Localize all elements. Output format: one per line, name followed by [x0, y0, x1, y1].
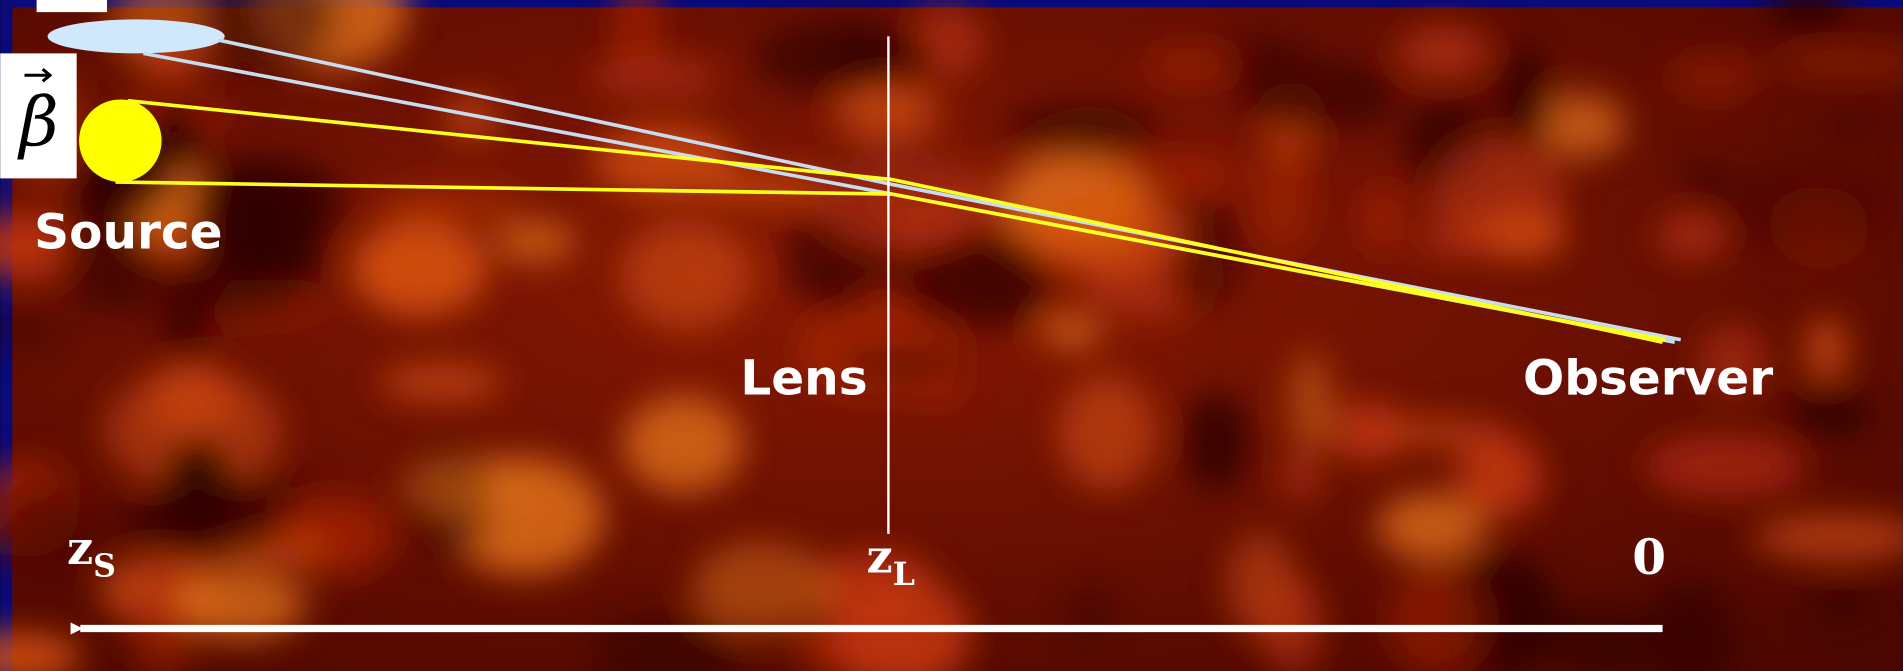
blob [1805, 318, 1847, 380]
blob [1828, 112, 1883, 138]
blob [1071, 587, 1110, 641]
blob [1396, 26, 1490, 78]
source [79, 99, 162, 182]
origin-label: 0 [1632, 529, 1666, 586]
observer-label: Observer [1523, 350, 1773, 406]
blob [1041, 316, 1103, 345]
blob [212, 158, 342, 251]
source-label: Source [34, 205, 222, 261]
blob [1138, 156, 1239, 197]
blob [1808, 580, 1878, 621]
blob [1058, 376, 1157, 490]
blob [834, 84, 941, 138]
blob [1539, 93, 1626, 158]
blob [691, 541, 833, 634]
blob [756, 18, 934, 96]
blob [372, 185, 524, 223]
blob [587, 56, 723, 97]
image-box [37, 0, 107, 12]
blob [1289, 352, 1332, 453]
page: {"labels": {"source": "Source", "lens": … [0, 0, 1903, 671]
blob [114, 493, 285, 556]
blob [1655, 212, 1728, 260]
blob [1004, 103, 1163, 156]
blob [493, 221, 576, 261]
blob [1644, 434, 1807, 498]
blob [1666, 54, 1761, 100]
blob [1028, 193, 1190, 273]
blob [1330, 402, 1405, 461]
blob [623, 395, 743, 492]
blob [1184, 392, 1249, 493]
blob [1144, 47, 1239, 82]
blob [1416, 222, 1495, 258]
image [48, 19, 225, 53]
blob [402, 455, 531, 518]
blob [1454, 420, 1520, 515]
blob [1260, 575, 1323, 671]
blob [1498, 43, 1552, 149]
lensing-diagram: β Source Lens Observer zS zL 0 [0, 0, 1903, 671]
blob [1239, 59, 1400, 132]
blob [378, 365, 503, 401]
beta-symbol: β [16, 84, 58, 163]
lens-label: Lens [740, 350, 867, 406]
blob [351, 221, 487, 317]
blob [1362, 183, 1403, 256]
blob [1282, 453, 1320, 501]
blob [620, 221, 752, 330]
blob [274, 495, 394, 577]
blob [1724, 164, 1889, 253]
blob [1788, 383, 1873, 440]
blob [1387, 567, 1489, 671]
blob [814, 152, 989, 250]
blob [1687, 163, 1727, 202]
